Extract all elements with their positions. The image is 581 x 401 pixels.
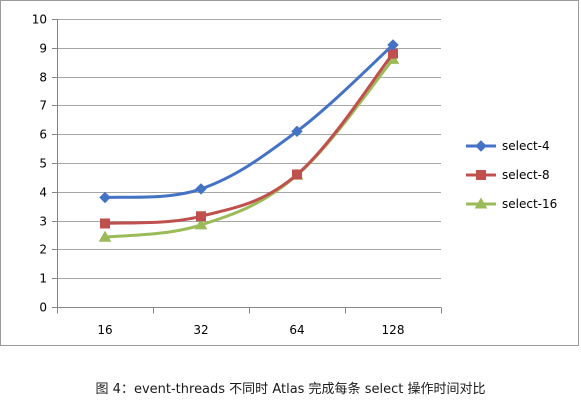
legend-item: select-16	[466, 197, 557, 211]
y-tick-label: 1	[39, 272, 47, 286]
axes	[52, 19, 442, 314]
data-point	[387, 39, 399, 51]
legend-swatch-marker	[476, 170, 486, 180]
y-tick-label: 8	[39, 71, 47, 85]
series-line	[103, 43, 395, 200]
legend-swatch-marker	[474, 197, 488, 209]
data-point	[99, 191, 111, 204]
legend-item: select-4	[466, 139, 550, 153]
y-tick-labels: 0 1 2 3 4 5 6 7 8 9 10	[32, 13, 47, 315]
series-line	[103, 57, 395, 239]
data-point	[194, 218, 208, 230]
data-point	[98, 230, 112, 242]
series	[98, 39, 400, 242]
data-point	[100, 218, 110, 229]
data-point	[291, 125, 303, 138]
series-select-8	[100, 48, 398, 229]
y-tick-label: 0	[39, 301, 47, 315]
legend-label: select-8	[502, 168, 550, 182]
data-point	[292, 169, 302, 180]
series-select-4	[99, 39, 399, 204]
y-tick-label: 6	[39, 128, 47, 142]
legend: select-4 select-8 select-16	[466, 139, 557, 211]
x-tick-label: 128	[382, 323, 405, 337]
data-point	[195, 183, 207, 195]
y-tick-label: 4	[39, 186, 47, 200]
y-tick-label: 3	[39, 215, 47, 229]
grid-lines	[57, 19, 441, 279]
x-tick-label: 64	[289, 323, 304, 337]
figure-caption: 图 4：event-threads 不同时 Atlas 完成每条 select …	[95, 382, 486, 397]
x-tick-label: 32	[193, 323, 208, 337]
legend-label: select-4	[502, 139, 550, 153]
y-tick-label: 5	[39, 157, 47, 171]
data-point	[196, 211, 206, 222]
y-tick-label: 9	[39, 42, 47, 56]
legend-label: select-16	[502, 197, 557, 211]
x-tick-labels: 16 32 64 128	[97, 323, 404, 337]
y-tick-label: 10	[32, 13, 47, 27]
legend-item: select-8	[466, 168, 550, 182]
y-tick-label: 7	[39, 99, 47, 113]
legend-swatch-marker	[475, 140, 487, 152]
x-tick-label: 16	[97, 323, 112, 337]
y-tick-label: 2	[39, 243, 47, 257]
series-line	[103, 52, 395, 225]
